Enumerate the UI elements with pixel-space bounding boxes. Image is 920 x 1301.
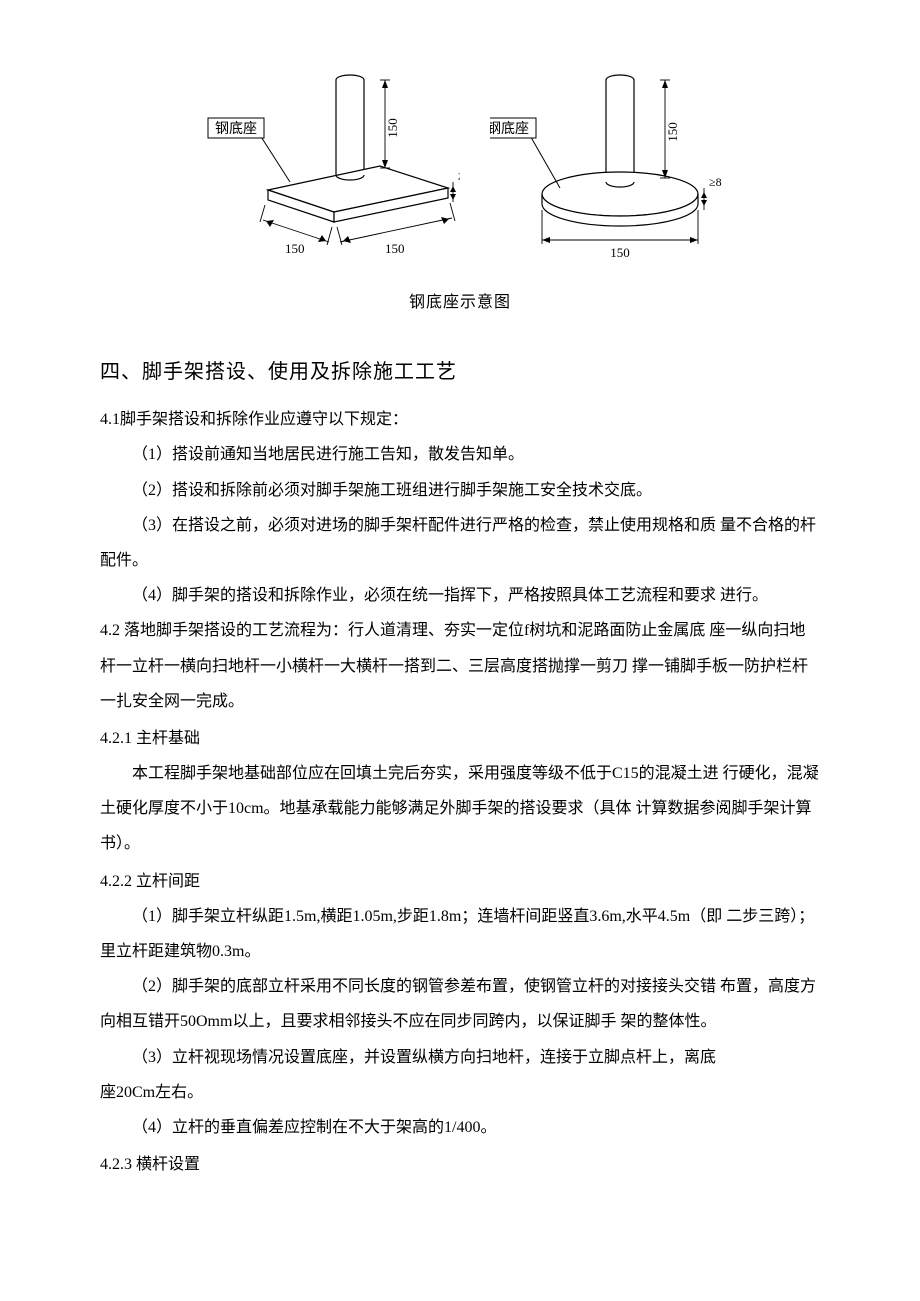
s4-1-header: 4.1脚手架搭设和拆除作业应遵守以下规定：	[100, 402, 820, 437]
s4-2-2-item3b: 座20Cm左右。	[100, 1075, 820, 1110]
s4-2-2-header: 4.2.2 立杆间距	[100, 864, 820, 899]
square-thickness-dim: ≥8	[458, 169, 460, 183]
section-4-title: 四、脚手架搭设、使用及拆除施工工艺	[100, 350, 820, 394]
s4-1-item2: （2）搭设和拆除前必须对脚手架施工班组进行脚手架施工安全技术交底。	[100, 473, 820, 508]
circle-base-diagram: 钢底座 150 ≥8 150	[490, 60, 730, 270]
circle-base-label: 钢底座	[490, 121, 529, 137]
s4-2-text: 4.2 落地脚手架搭设的工艺流程为：行人道清理、夯实一定位f树坑和泥路面防止金属…	[100, 613, 820, 719]
circle-height-dim: 150	[665, 122, 680, 142]
diagrams-container: 钢底座 150 ≥8 150 150	[100, 60, 820, 270]
square-width-dim: 150	[285, 241, 305, 256]
s4-2-3-header: 4.2.3 横杆设置	[100, 1147, 820, 1182]
square-depth-dim: 150	[385, 241, 405, 256]
s4-2-2-item1: （1）脚手架立杆纵距1.5m,横距1.05m,步距1.8m；连墙杆间距竖直3.6…	[100, 899, 820, 969]
s4-1-item1: （1）搭设前通知当地居民进行施工告知，散发告知单。	[100, 437, 820, 472]
s4-1-item3: （3）在搭设之前，必须对进场的脚手架杆配件进行严格的检查，禁止使用规格和质 量不…	[100, 508, 820, 578]
s4-2-2-item4: （4）立杆的垂直偏差应控制在不大于架高的1/400。	[100, 1110, 820, 1145]
circle-thickness-dim: ≥8	[709, 175, 722, 189]
s4-1-item4: （4）脚手架的搭设和拆除作业，必须在统一指挥下，严格按照具体工艺流程和要求 进行…	[100, 578, 820, 613]
circle-diameter-dim: 150	[610, 245, 630, 260]
s4-2-2-item3: （3）立杆视现场情况设置底座，并设置纵横方向扫地杆，连接于立脚点杆上，离底	[100, 1040, 820, 1075]
square-height-dim: 150	[385, 118, 400, 138]
square-base-label: 钢底座	[215, 121, 257, 137]
s4-2-2-item2: （2）脚手架的底部立杆采用不同长度的钢管参差布置，使钢管立杆的对接接头交错 布置…	[100, 969, 820, 1039]
s4-2-1-text: 本工程脚手架地基础部位应在回填土完后夯实，采用强度等级不低于C15的混凝土进 行…	[100, 756, 820, 862]
s4-2-1-header: 4.2.1 主杆基础	[100, 721, 820, 756]
diagram-caption: 钢底座示意图	[100, 285, 820, 320]
square-base-diagram: 钢底座 150 ≥8 150 150	[190, 60, 460, 270]
